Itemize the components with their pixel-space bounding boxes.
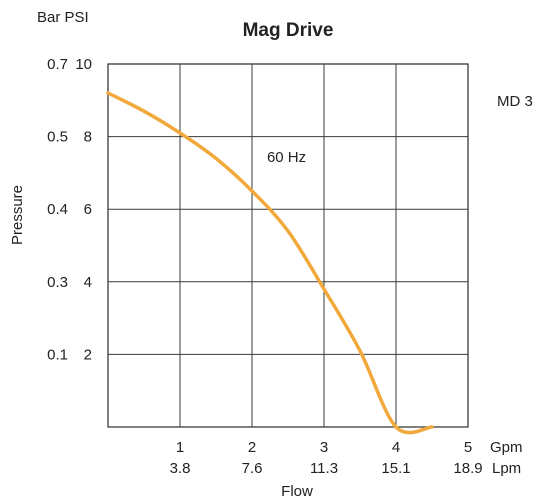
y-tick-label-psi: 6 — [84, 201, 92, 218]
x-unit-lpm: Lpm — [492, 460, 521, 477]
plot-frame — [107, 63, 469, 428]
y-tick-label-psi: 10 — [75, 56, 92, 73]
x-tick-label-gpm: 2 — [248, 439, 256, 456]
x-tick-label-gpm: 3 — [320, 439, 328, 456]
x-tick-label-gpm: 4 — [392, 439, 400, 456]
x-axis-label: Flow — [281, 483, 313, 500]
y-tick-label-psi: 2 — [84, 346, 92, 363]
units-header: Bar PSI — [37, 9, 89, 26]
x-unit-gpm: Gpm — [490, 439, 523, 456]
x-tick-label-lpm: 11.3 — [310, 460, 338, 477]
y-tick-label-bar: 0.7 — [47, 56, 68, 73]
y-tick-label-bar: 0.1 — [47, 346, 68, 363]
y-tick-labels: 2 0.1 4 0.3 6 0.4 8 0.5 10 0.7 — [47, 56, 92, 363]
x-tick-label-gpm: 1 — [176, 439, 184, 456]
y-axis-label: Pressure — [9, 185, 26, 245]
x-tick-label-lpm: 3.8 — [170, 460, 191, 477]
x-tick-label-gpm: 5 — [464, 439, 472, 456]
x-tick-label-lpm: 18.9 — [453, 460, 482, 477]
y-tick-label-psi: 4 — [84, 274, 92, 291]
x-tick-label-lpm: 15.1 — [381, 460, 410, 477]
x-tick-labels: 1 3.8 2 7.6 3 11.3 4 15.1 5 18.9 — [170, 439, 483, 477]
x-tick-label-lpm: 7.6 — [242, 460, 263, 477]
series-label-60hz: 60 Hz — [267, 149, 306, 166]
y-tick-label-psi: 8 — [84, 129, 92, 146]
series-line-60hz — [106, 91, 434, 435]
y-tick-label-bar: 0.3 — [47, 274, 68, 291]
y-tick-label-bar: 0.5 — [47, 129, 68, 146]
y-tick-label-bar: 0.4 — [47, 201, 68, 218]
series-layer: 60 Hz — [106, 91, 434, 435]
model-label: MD 3 — [497, 93, 533, 110]
chart-title: Mag Drive — [243, 20, 334, 41]
plot-grid — [107, 63, 469, 428]
